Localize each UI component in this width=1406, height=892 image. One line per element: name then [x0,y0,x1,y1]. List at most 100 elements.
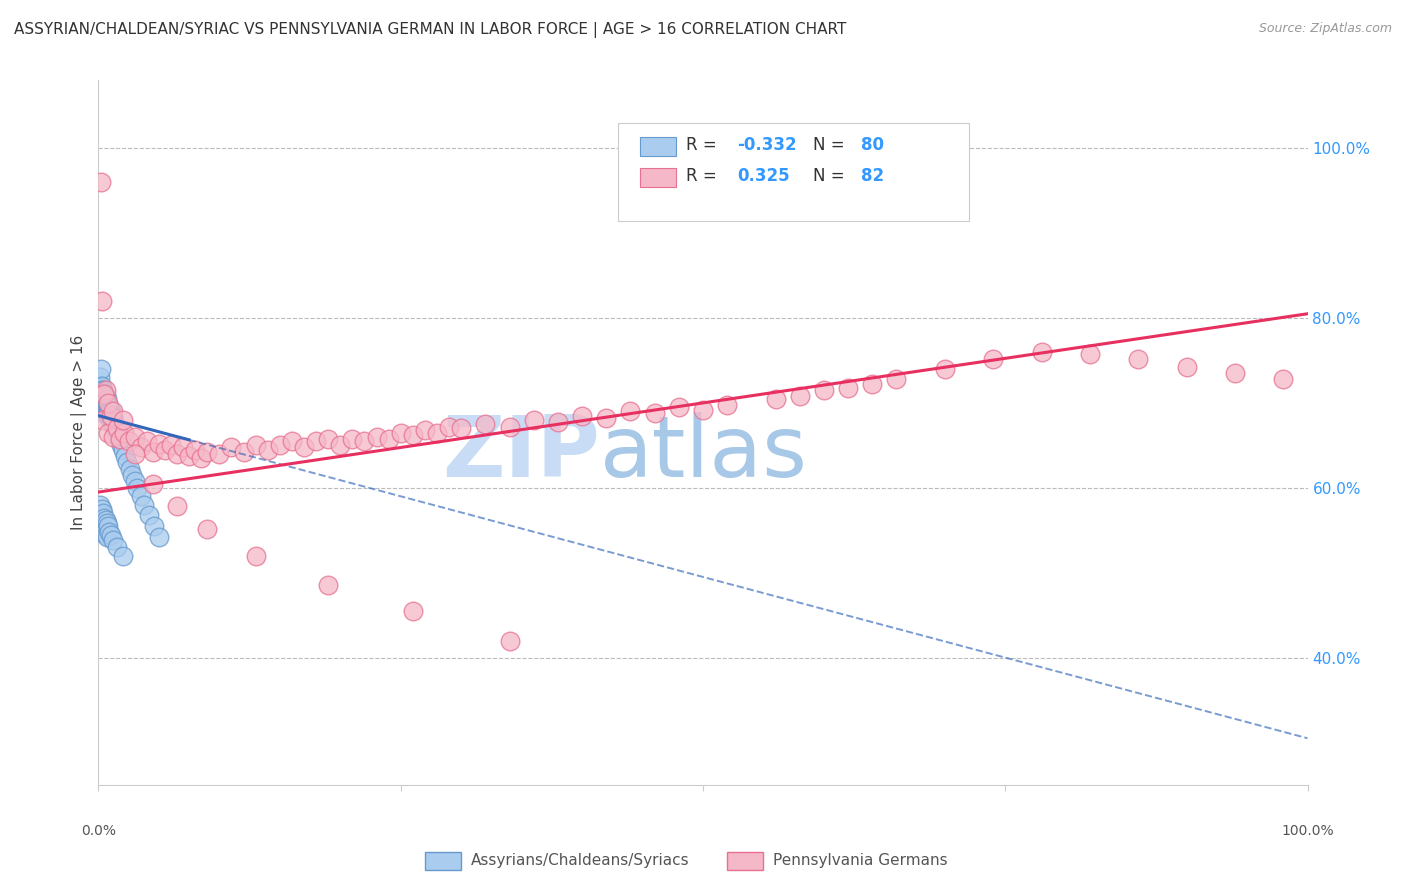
Point [97,402,120,417]
Point [172,440,194,454]
Point [571,409,593,423]
Point [93,387,115,401]
Point [101,411,124,425]
Point [190,451,212,466]
Point [1078,346,1101,360]
Point [245,549,267,563]
Point [256,442,278,457]
Point [100,409,122,423]
Point [547,415,569,429]
Text: R =: R = [686,136,723,154]
Point [166,447,188,461]
Point [100,404,122,418]
Point [94,396,117,410]
Point [91,387,114,401]
Point [813,383,835,397]
Point [98,524,121,539]
Point [94,383,117,397]
Point [90,396,112,410]
Text: 80: 80 [862,136,884,154]
Point [90,524,112,539]
Point [366,430,388,444]
Point [98,400,121,414]
Point [142,445,165,459]
Point [353,434,375,449]
Point [837,381,859,395]
Point [94,513,117,527]
Point [195,522,218,536]
Point [90,175,112,189]
Point [619,404,641,418]
Point [142,476,165,491]
Point [105,423,128,437]
Point [402,428,425,442]
Point [221,440,243,454]
Point [498,633,520,648]
Point [153,442,176,457]
Point [100,415,122,429]
Point [101,430,124,444]
Point [105,421,128,435]
Point [426,425,449,440]
Point [595,411,617,425]
Point [118,434,141,449]
Point [91,398,114,412]
Point [91,392,114,406]
Point [148,436,170,450]
Point [93,385,115,400]
Point [316,578,339,592]
Point [94,404,117,418]
Point [91,383,114,397]
Point [117,455,139,469]
Point [96,401,118,416]
Point [402,604,425,618]
FancyBboxPatch shape [727,852,763,870]
Point [114,449,136,463]
Point [89,515,111,529]
FancyBboxPatch shape [640,136,676,156]
Point [118,462,141,476]
FancyBboxPatch shape [619,122,969,221]
Point [91,379,114,393]
Point [98,411,121,425]
Point [305,434,328,449]
Point [389,425,412,440]
Point [103,421,125,435]
Point [94,400,117,414]
Point [934,362,956,376]
Text: 0.0%: 0.0% [82,823,115,838]
Point [124,430,146,444]
Point [108,432,131,446]
Point [97,425,120,440]
Point [232,445,254,459]
Point [97,406,120,420]
Point [184,442,207,457]
Point [101,533,124,548]
Point [90,362,112,376]
Point [104,419,127,434]
Point [93,402,115,417]
Point [134,498,156,512]
Point [413,423,436,437]
Text: N =: N = [813,167,849,186]
FancyBboxPatch shape [425,852,461,870]
Point [498,419,520,434]
Text: ASSYRIAN/CHALDEAN/SYRIAC VS PENNSYLVANIA GERMAN IN LABOR FORCE | AGE > 16 CORREL: ASSYRIAN/CHALDEAN/SYRIAC VS PENNSYLVANIA… [14,22,846,38]
Point [1031,345,1053,359]
Point [94,527,117,541]
Point [101,404,124,418]
Point [93,524,115,539]
Text: Source: ZipAtlas.com: Source: ZipAtlas.com [1258,22,1392,36]
Point [91,519,114,533]
Point [97,398,120,412]
Point [100,409,122,423]
Point [91,293,114,308]
Text: -0.332: -0.332 [737,136,796,154]
Point [148,530,170,544]
Point [981,351,1004,366]
Point [474,417,496,431]
Point [91,392,114,406]
Point [96,398,118,412]
Y-axis label: In Labor Force | Age > 16: In Labor Force | Age > 16 [72,335,87,530]
Point [245,438,267,452]
